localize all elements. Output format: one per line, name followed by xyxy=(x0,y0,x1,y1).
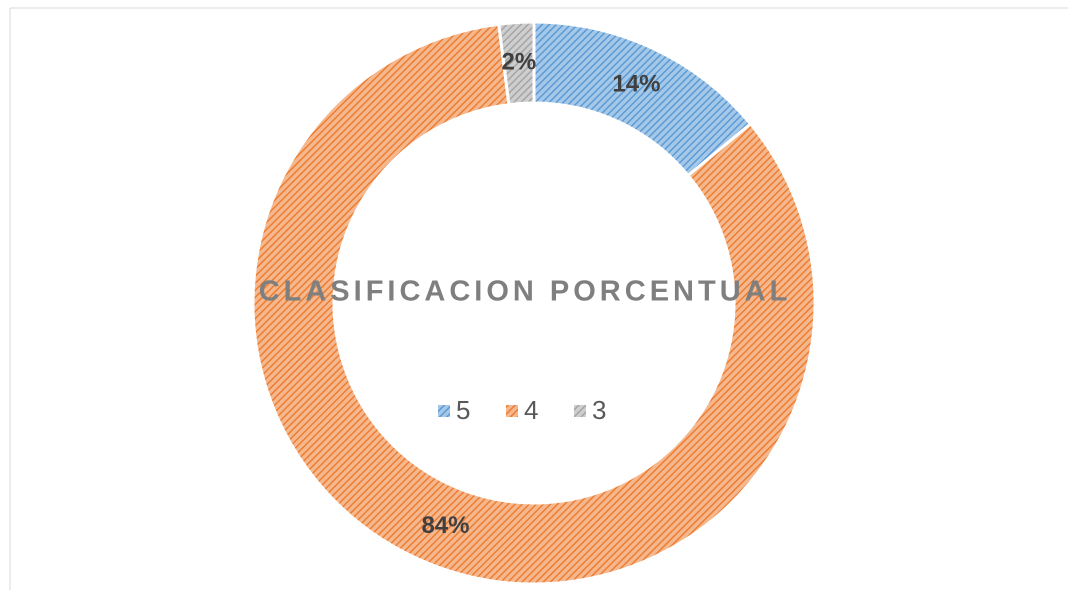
data-label: 84% xyxy=(421,512,469,539)
legend-marker xyxy=(574,405,586,417)
chart-title: CLASIFICACION PORCENTUAL xyxy=(259,276,792,308)
donut-sector xyxy=(251,22,817,586)
data-label: 14% xyxy=(612,71,660,98)
legend-label: 4 xyxy=(524,395,538,425)
donut-sector xyxy=(497,20,536,107)
legend-label: 5 xyxy=(456,395,470,425)
data-label: 2% xyxy=(502,48,537,75)
legend-label: 3 xyxy=(592,395,606,425)
legend-marker xyxy=(438,405,450,417)
legend-marker xyxy=(506,405,518,417)
